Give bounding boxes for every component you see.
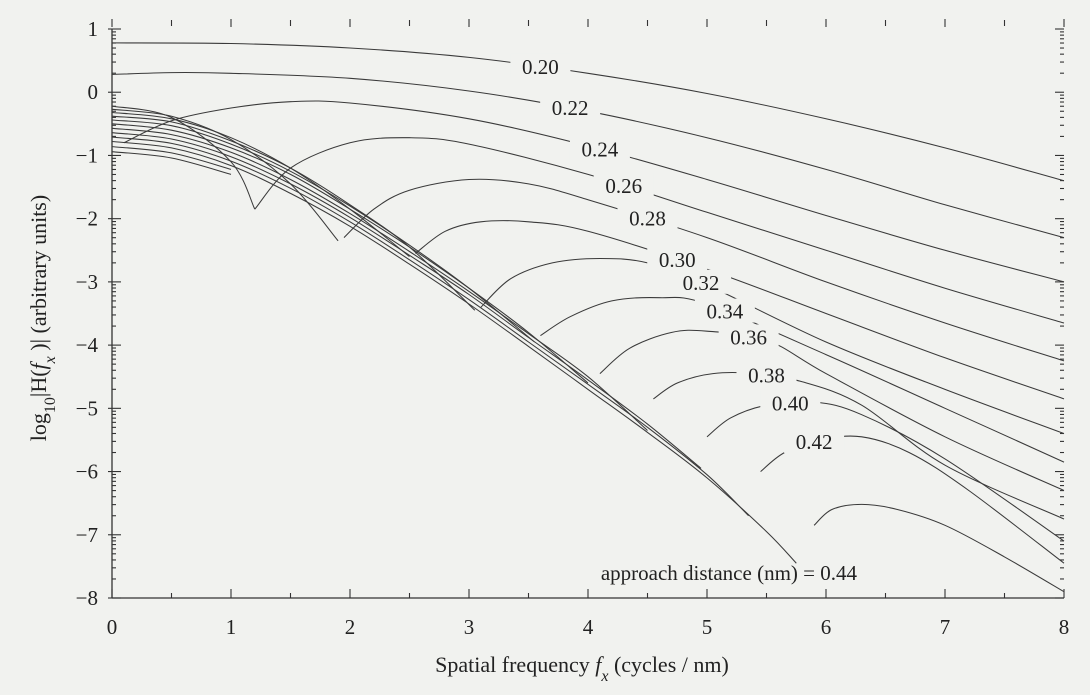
y-tick-label: 1	[88, 17, 99, 41]
y-axis-title-log-sub: 10	[42, 397, 59, 413]
curve-label-backdrop	[617, 205, 678, 230]
y-tick-label: −8	[76, 586, 98, 610]
y-axis-title-var: f	[26, 360, 51, 369]
series-line-0-44	[813, 503, 1065, 593]
decay-branch-curve	[111, 115, 476, 311]
x-axis-title-var: f	[595, 652, 604, 677]
approach-distance-note: approach distance (nm) = 0.44	[601, 561, 858, 585]
curve-label: 0.36	[730, 325, 767, 349]
decay-branch-curve	[111, 123, 589, 384]
x-tick-label: 4	[583, 615, 594, 639]
y-tick-label: −4	[76, 333, 99, 357]
decay-branch-curve	[111, 111, 410, 258]
curve-label: 0.32	[683, 271, 720, 295]
curve-label: 0.26	[605, 174, 642, 198]
curve-label: 0.40	[772, 392, 809, 416]
y-tick-label: −2	[76, 207, 98, 231]
decay-branch-curve	[111, 136, 749, 517]
x-tick-label: 8	[1059, 615, 1070, 639]
x-tick-label: 5	[702, 615, 713, 639]
y-tick-label: −3	[76, 270, 98, 294]
curve-label: 0.28	[629, 207, 666, 231]
decay-branch-curve	[111, 105, 256, 210]
curve-label: 0.34	[706, 300, 743, 324]
series-line-0-40	[706, 400, 1065, 542]
curve-label-backdrop	[569, 136, 630, 161]
y-tick-label: 0	[88, 80, 99, 104]
x-tick-label: 0	[107, 615, 118, 639]
curves	[111, 42, 1065, 593]
series-line-0-28	[343, 178, 1065, 362]
x-axis-title-prefix: Spatial frequency	[435, 652, 595, 677]
curve-label: 0.24	[582, 137, 619, 161]
x-tick-label: 3	[464, 615, 475, 639]
curve-label: 0.22	[552, 96, 589, 120]
curve-label: 0.38	[748, 364, 785, 388]
curve-label-backdrop	[510, 53, 571, 78]
y-axis-title: log10|H(fx )| (arbitrary units)	[26, 195, 59, 441]
y-axis-title-mid: |H(	[26, 369, 51, 397]
curve-label: 0.20	[522, 55, 559, 79]
curve-labels: 0.20 0.22 0.24 0.26 0.28 0.300.32 0.340.36 0.38…	[510, 53, 845, 454]
series-line-0-20	[111, 42, 1065, 182]
curve-label-backdrop	[736, 362, 797, 387]
y-axis-title-var-sub: x	[42, 356, 59, 364]
series-line-0-26	[254, 137, 1065, 324]
x-axis-title-suffix: (cycles / nm)	[608, 652, 728, 677]
curve-label-backdrop	[760, 390, 821, 415]
curve-label-backdrop	[671, 269, 732, 294]
x-tick-label: 1	[226, 615, 237, 639]
series-line-0-36	[599, 329, 1065, 491]
decay-branch-curve	[111, 146, 232, 170]
series-line-0-38	[653, 371, 1065, 520]
x-axis-title: Spatial frequency fx (cycles / nm)	[435, 652, 729, 685]
x-tick-label: 2	[345, 615, 356, 639]
axes: 0 1 2 3 4 5 6 7 8 1 0 −1 −2 −3 −4 −5 −6 −7 −8	[76, 17, 1070, 639]
series-line-0-24	[123, 100, 1065, 283]
decay-branch-curve	[111, 127, 648, 431]
decay-branch-curve	[111, 151, 232, 175]
curve-label-backdrop	[694, 298, 755, 323]
decay-branch-curve	[111, 140, 797, 564]
curve-label-backdrop	[718, 324, 779, 349]
curve-label: 0.42	[796, 430, 833, 454]
decay-branch-curve	[111, 108, 339, 242]
x-tick-label: 7	[940, 615, 951, 639]
curve-label: 0.30	[659, 248, 696, 272]
y-axis-title-log: log	[26, 413, 51, 441]
curve-label-backdrop	[784, 429, 845, 454]
decay-branch-curve	[111, 132, 702, 469]
x-axis-title-sub: x	[600, 668, 608, 685]
y-tick-label: −6	[76, 460, 98, 484]
y-tick-label: −7	[76, 523, 98, 547]
y-tick-label: −5	[76, 396, 98, 420]
curve-label-backdrop	[540, 95, 601, 120]
curve-label-backdrop	[593, 172, 654, 197]
curve-label-backdrop	[647, 246, 708, 271]
x-tick-label: 6	[821, 615, 832, 639]
y-tick-label: −1	[76, 143, 98, 167]
y-axis-title-end: )| (arbitrary units)	[26, 195, 51, 356]
